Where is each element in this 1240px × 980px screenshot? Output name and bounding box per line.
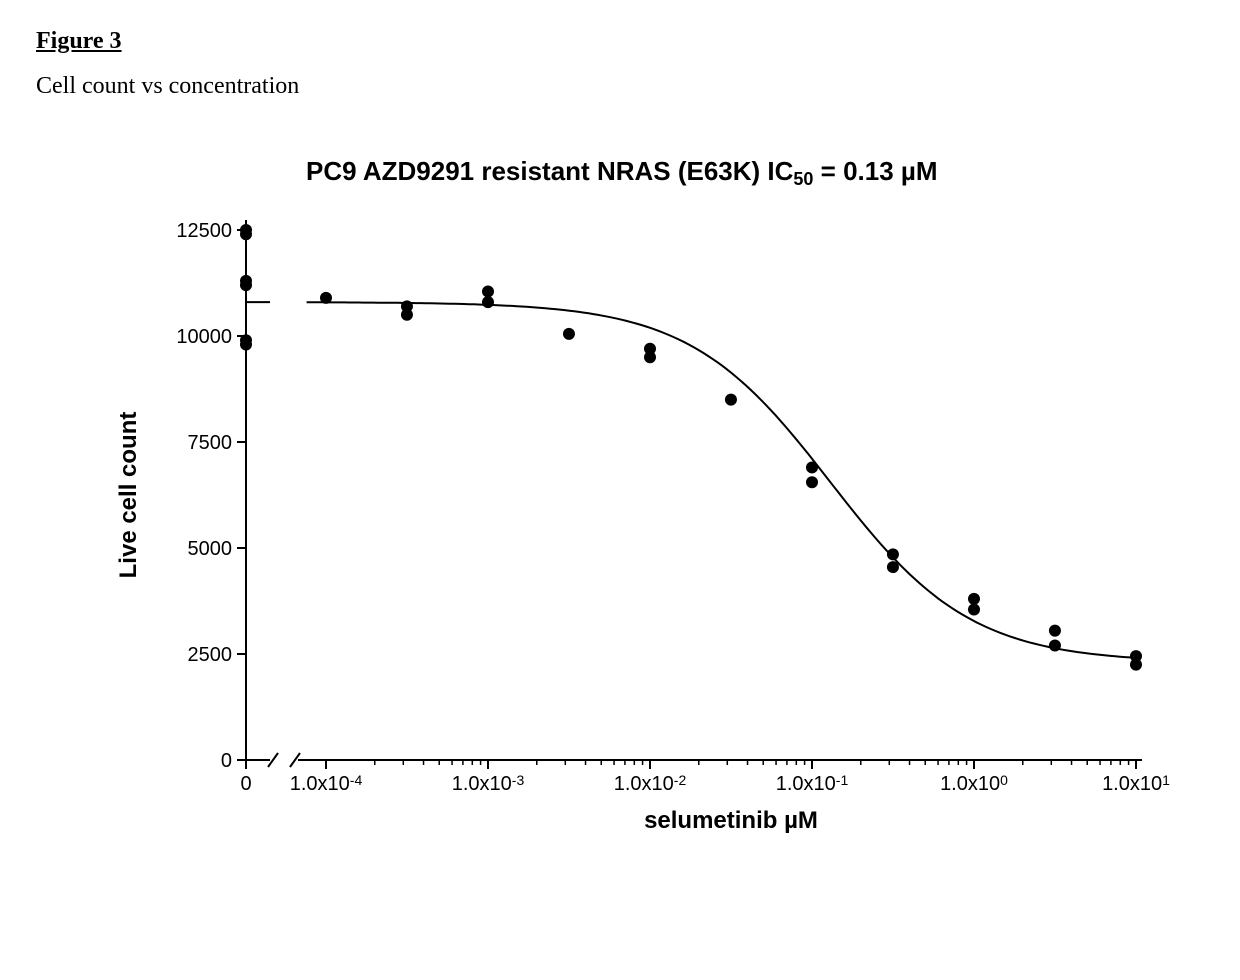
data-point-zero [240,334,252,346]
figure-subtitle: Cell count vs concentration [36,73,1204,100]
data-point-zero [240,228,252,240]
data-point [1049,640,1061,652]
y-axis-label: Live cell count [115,412,142,579]
data-point [401,309,413,321]
data-point [806,461,818,473]
y-tick-label: 7500 [188,432,233,454]
x-tick-label: 1.0x101 [1102,772,1170,795]
data-point [725,394,737,406]
data-point [1130,659,1142,671]
data-point [320,292,332,304]
y-tick-label: 12500 [176,220,232,242]
x-tick-label: 0 [240,773,251,795]
data-point [806,476,818,488]
figure-label: Figure 3 [36,28,1204,55]
data-point [482,296,494,308]
y-tick-label: 0 [221,750,232,772]
x-axis-label: selumetinib µM [644,807,818,834]
chart-svg: PC9 AZD9291 resistant NRAS (E63K) IC50 =… [76,140,1176,900]
data-point-zero [240,279,252,291]
data-point [1049,625,1061,637]
y-tick-label: 5000 [188,538,233,560]
dose-response-chart: PC9 AZD9291 resistant NRAS (E63K) IC50 =… [76,140,1176,900]
data-point [644,351,656,363]
data-point [563,328,575,340]
data-point [968,603,980,615]
data-point [887,561,899,573]
y-tick-label: 10000 [176,326,232,348]
data-point [968,593,980,605]
page: Figure 3 Cell count vs concentration PC9… [0,0,1240,980]
y-tick-label: 2500 [188,644,233,666]
chart-title: PC9 AZD9291 resistant NRAS (E63K) IC50 =… [306,156,938,189]
data-point [482,285,494,297]
x-tick-label: 1.0x100 [940,772,1008,795]
data-point [887,548,899,560]
